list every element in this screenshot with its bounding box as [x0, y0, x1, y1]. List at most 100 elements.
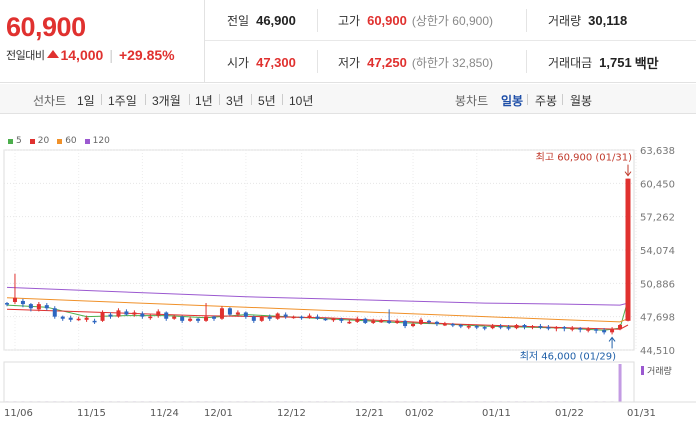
candle-body	[307, 315, 312, 318]
candle-body	[419, 319, 423, 324]
candle-body	[196, 318, 201, 321]
high-value: 60,900	[367, 12, 407, 28]
candle-body	[442, 323, 447, 326]
candle-body	[180, 316, 185, 321]
legend-swatch	[29, 138, 35, 144]
candle-body	[586, 329, 591, 331]
candle-monthly[interactable]: 월봉	[570, 94, 593, 108]
legend-text: 120	[92, 136, 110, 146]
candle-body	[570, 328, 575, 330]
candle-daily[interactable]: 일봉	[501, 94, 524, 108]
candle-body	[618, 325, 623, 330]
price-change: 전일대비 14,000 | +29.85%	[6, 47, 175, 63]
low-price: 저가 47,250 (하한가 32,850)	[338, 41, 493, 83]
candle-body	[578, 328, 583, 330]
candle-body	[204, 316, 209, 321]
change-label: 전일대비	[6, 50, 45, 62]
y-tick-label: 47,698	[640, 313, 675, 324]
legend-text: 60	[65, 136, 77, 146]
candle-body	[602, 330, 607, 333]
volume-value: 30,118	[588, 12, 628, 28]
period-10y[interactable]: 10년	[289, 94, 314, 108]
line-chart-label: 선차트	[33, 94, 67, 108]
candle-body	[44, 305, 49, 309]
divider	[527, 94, 528, 105]
candle-body	[76, 318, 81, 321]
candle-weekly[interactable]: 주봉	[535, 94, 558, 108]
candle-body	[68, 317, 73, 320]
high-price: 고가 60,900 (상한가 60,900)	[338, 0, 493, 40]
period-bar: 선차트 1일 1주일 3개월 1년 3년 5년 10년 봉차트 일봉 주봉 월봉	[0, 84, 696, 114]
candle-body	[172, 316, 177, 319]
legend-swatch	[57, 138, 63, 144]
candle-body	[20, 300, 25, 305]
x-tick-label: 12/21	[355, 408, 384, 419]
period-5y[interactable]: 5년	[258, 94, 276, 108]
candle-body	[434, 321, 439, 324]
prev-close-value: 46,900	[256, 12, 296, 28]
period-1y[interactable]: 1년	[195, 94, 213, 108]
legend-ma5: 5	[8, 136, 22, 146]
volume: 거래량 30,118	[548, 0, 627, 40]
candle-body	[5, 303, 9, 305]
divider	[251, 94, 252, 105]
candle-body	[546, 327, 551, 329]
candle-body	[482, 327, 487, 329]
candle-body	[323, 318, 328, 321]
candle-body	[625, 178, 631, 321]
x-tick-label: 11/24	[150, 408, 179, 419]
candle-body	[275, 313, 280, 319]
lower-limit: (하한가 32,850)	[411, 55, 494, 70]
divider	[562, 94, 563, 105]
candle-body	[219, 308, 224, 319]
divider	[219, 94, 220, 105]
candle-body	[355, 318, 360, 322]
candle-body	[458, 325, 463, 327]
candle-body	[371, 320, 376, 323]
y-tick-label: 54,074	[640, 246, 675, 257]
candle-body	[12, 297, 17, 303]
candle-body	[474, 326, 479, 328]
candle-body	[299, 316, 304, 319]
candle-body	[594, 329, 599, 331]
amount-value: 1,751	[599, 54, 632, 70]
low-label: 저가	[338, 55, 361, 70]
period-1w[interactable]: 1주일	[108, 94, 137, 108]
volume-bars: 거래량	[3, 361, 672, 403]
candle-body	[283, 314, 288, 317]
quote-row-2: 시가 47,300 저가 47,250 (하한가 32,850) 거래대금 1,…	[205, 41, 696, 83]
candle-body	[514, 325, 519, 329]
open-label: 시가	[227, 55, 250, 70]
x-tick-label: 01/02	[405, 408, 434, 419]
chart-grid	[3, 149, 637, 351]
candle-body	[387, 320, 392, 323]
divider	[282, 94, 283, 105]
candles	[5, 178, 631, 335]
candle-body	[251, 316, 256, 321]
divider	[189, 94, 190, 105]
candle-body	[36, 304, 41, 310]
amount-unit: 백만	[634, 55, 659, 71]
period-3y[interactable]: 3년	[226, 94, 244, 108]
candle-body	[363, 318, 368, 323]
candle-body	[538, 326, 543, 328]
candle-body	[116, 310, 121, 317]
period-3m[interactable]: 3개월	[152, 94, 181, 108]
candle-body	[132, 312, 137, 315]
legend-swatch	[84, 138, 90, 144]
stock-chart[interactable]: 63,638 60,450 57,262 54,074 50,886 47,698 44,5…	[0, 140, 696, 435]
candle-body	[243, 312, 248, 317]
divider	[526, 9, 527, 32]
candle-body	[108, 314, 113, 317]
divider	[317, 50, 318, 73]
x-tick-label: 11/15	[77, 408, 106, 419]
candle-body	[84, 317, 89, 320]
period-1d[interactable]: 1일	[77, 94, 95, 108]
x-axis-labels: 11/06 11/15 11/24 12/01 12/12 12/21 01/02 01/11…	[0, 401, 696, 419]
divider	[317, 9, 318, 32]
up-arrow-icon	[47, 50, 60, 58]
quote-row-1: 전일 46,900 고가 60,900 (상한가 60,900) 거래량 30,…	[205, 0, 696, 41]
candle-body	[92, 320, 97, 323]
candle-body	[498, 326, 503, 328]
change-amount: 14,000	[60, 47, 104, 63]
